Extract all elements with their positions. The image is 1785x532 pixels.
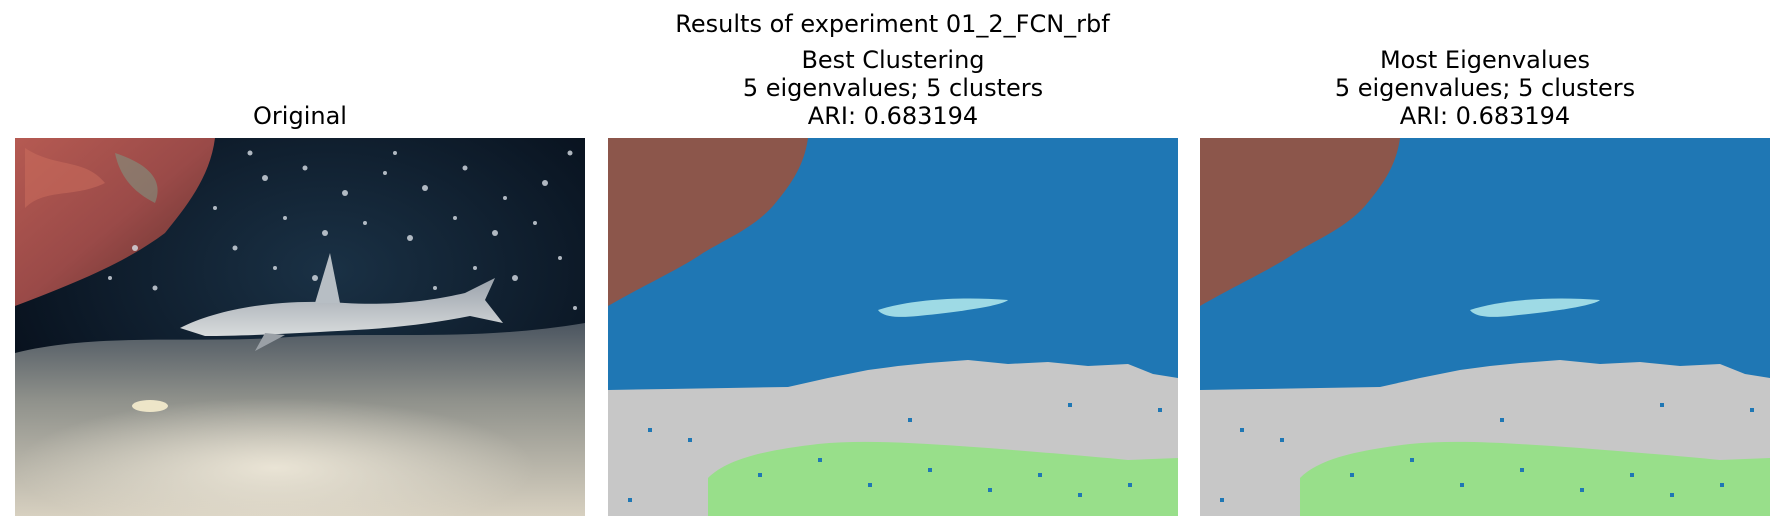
panel-title-line-1: Original bbox=[253, 102, 347, 130]
figure-suptitle: Results of experiment 01_2_FCN_rbf bbox=[675, 10, 1110, 38]
panel-title-line-3: ARI: 0.683194 bbox=[807, 102, 979, 130]
cluster-map-svg bbox=[1200, 138, 1770, 516]
panel-title-line-1: Most Eigenvalues bbox=[1379, 46, 1591, 74]
panel-title-line-3: ARI: 0.683194 bbox=[1399, 102, 1571, 130]
panel-best-clustering: Best Clustering 5 eigenvalues; 5 cluster… bbox=[608, 0, 1178, 532]
cluster-map-svg bbox=[608, 138, 1178, 516]
panel-title-line-1: Best Clustering bbox=[801, 46, 985, 74]
panel-title-line-2: 5 eigenvalues; 5 clusters bbox=[742, 74, 1044, 102]
panel-original: Original bbox=[15, 0, 585, 532]
panel-most-eigenvalues: Most Eigenvalues 5 eigenvalues; 5 cluste… bbox=[1200, 0, 1770, 532]
cluster-map-best bbox=[608, 138, 1178, 516]
panel-title-line-2: 5 eigenvalues; 5 clusters bbox=[1334, 74, 1636, 102]
cluster-map-most-eigenvalues bbox=[1200, 138, 1770, 516]
original-image bbox=[15, 138, 585, 516]
